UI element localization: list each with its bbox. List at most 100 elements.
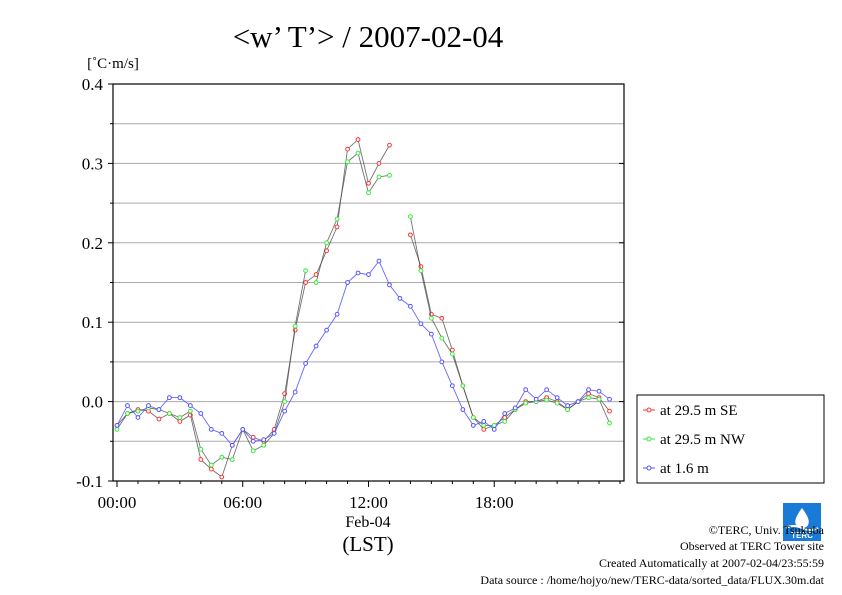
data-point bbox=[135, 408, 141, 414]
x-axis: 00:00 06:00 12:00 18:00 bbox=[98, 481, 621, 512]
data-point bbox=[418, 268, 424, 273]
data-point bbox=[187, 403, 193, 408]
data-point bbox=[481, 423, 487, 428]
data-point bbox=[439, 315, 445, 321]
data-point bbox=[313, 343, 319, 349]
data-point bbox=[397, 295, 403, 301]
x-tick-label: 00:00 bbox=[98, 493, 137, 512]
data-point bbox=[177, 419, 183, 424]
credit-created: Created Automatically at 2007-02-04/23:5… bbox=[599, 556, 824, 570]
data-point bbox=[439, 359, 445, 365]
data-point bbox=[250, 434, 256, 440]
data-point bbox=[208, 462, 214, 468]
x-axis-label: (LST) bbox=[342, 532, 393, 556]
data-point bbox=[324, 327, 329, 333]
series-1 bbox=[114, 137, 612, 480]
gridlines bbox=[113, 123, 624, 442]
data-point bbox=[387, 282, 392, 288]
credit-copyright: ©TERC, Univ. Tsukuba bbox=[708, 523, 824, 537]
data-point bbox=[250, 448, 256, 454]
series-line bbox=[116, 138, 390, 478]
data-point bbox=[282, 408, 288, 414]
data-point bbox=[282, 399, 288, 405]
data-point bbox=[303, 361, 309, 366]
data-point bbox=[523, 400, 529, 406]
series-line bbox=[315, 152, 390, 283]
data-point bbox=[219, 474, 225, 480]
data-point bbox=[177, 395, 183, 401]
data-point bbox=[114, 423, 120, 428]
data-point bbox=[544, 397, 550, 403]
data-point bbox=[166, 411, 172, 416]
data-point bbox=[460, 383, 466, 389]
data-point bbox=[208, 466, 214, 472]
x-tick-label: 18:00 bbox=[475, 493, 514, 512]
data-point bbox=[271, 430, 277, 436]
series-line bbox=[409, 216, 610, 426]
data-point bbox=[554, 400, 560, 406]
data-point bbox=[607, 408, 612, 414]
data-point bbox=[408, 214, 413, 219]
data-point bbox=[428, 331, 434, 337]
credit-observed: Observed at TERC Tower site bbox=[679, 539, 824, 553]
y-axis-label: [˚C·m/s] bbox=[87, 56, 139, 72]
legend-label: at 29.5 m NW bbox=[660, 432, 746, 448]
data-point bbox=[449, 351, 455, 357]
data-point bbox=[502, 411, 508, 416]
legend-box bbox=[636, 394, 825, 484]
data-point bbox=[439, 335, 445, 341]
data-point bbox=[607, 396, 612, 402]
data-point bbox=[408, 303, 413, 309]
data-point bbox=[334, 224, 340, 230]
data-point bbox=[198, 457, 204, 462]
data-point bbox=[575, 399, 581, 405]
data-point bbox=[125, 403, 130, 408]
y-tick-label: 0.1 bbox=[82, 313, 103, 332]
data-point bbox=[470, 415, 476, 420]
data-point bbox=[261, 442, 267, 448]
data-point bbox=[586, 395, 591, 401]
data-series bbox=[114, 137, 612, 480]
data-point bbox=[366, 180, 371, 186]
data-point bbox=[565, 407, 571, 412]
data-point bbox=[355, 150, 361, 156]
data-point bbox=[208, 426, 214, 432]
data-point bbox=[565, 403, 571, 408]
data-point bbox=[355, 137, 361, 142]
data-point bbox=[586, 391, 591, 397]
data-point bbox=[261, 437, 267, 443]
data-point bbox=[334, 311, 340, 317]
data-point bbox=[596, 388, 602, 394]
data-point bbox=[408, 232, 413, 238]
data-point bbox=[355, 270, 361, 276]
data-point bbox=[156, 407, 162, 412]
data-point bbox=[596, 396, 602, 402]
data-point bbox=[523, 387, 529, 393]
series-3 bbox=[114, 258, 612, 448]
data-point bbox=[533, 396, 539, 402]
data-point bbox=[586, 387, 591, 393]
data-point bbox=[219, 454, 225, 460]
data-point bbox=[313, 280, 319, 285]
data-point bbox=[376, 258, 382, 264]
series-2 bbox=[114, 150, 612, 468]
data-point bbox=[481, 419, 487, 424]
credit-source: Data source : /home/hojyo/new/TERC-data/… bbox=[480, 573, 824, 587]
data-point bbox=[166, 395, 172, 401]
data-point bbox=[187, 408, 193, 414]
terc-logo: TERC bbox=[783, 503, 821, 541]
data-point bbox=[334, 216, 340, 222]
data-point bbox=[240, 426, 246, 432]
data-point bbox=[491, 426, 497, 432]
y-tick-label: 0.3 bbox=[82, 154, 103, 173]
data-point bbox=[481, 426, 487, 432]
data-point bbox=[376, 174, 382, 180]
data-point bbox=[345, 159, 350, 165]
logo-text: TERC bbox=[791, 531, 813, 540]
data-point bbox=[607, 420, 612, 426]
data-point bbox=[135, 415, 141, 420]
data-point bbox=[366, 272, 371, 277]
data-point bbox=[292, 389, 298, 395]
data-point bbox=[554, 395, 560, 401]
